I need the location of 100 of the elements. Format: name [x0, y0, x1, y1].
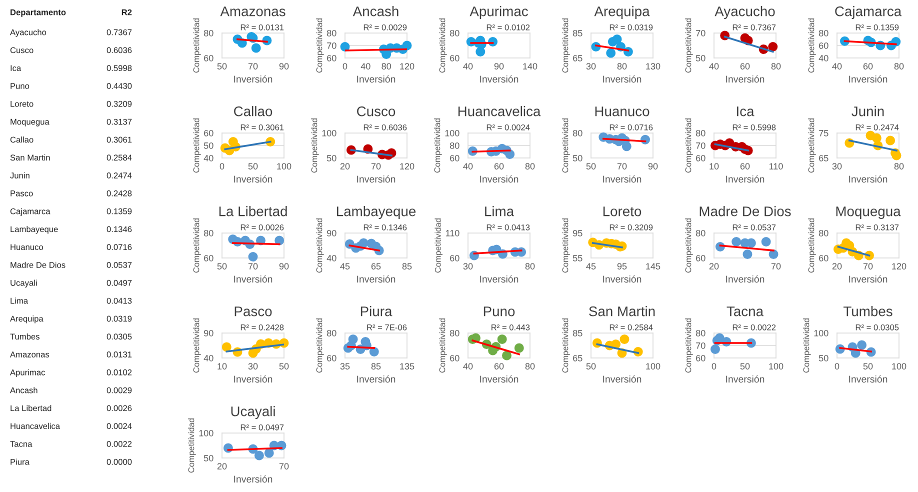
x-tick-label: 100	[277, 163, 292, 170]
x-tick-label: 120	[892, 263, 906, 270]
y-axis-title: Competitividad	[808, 18, 816, 73]
x-tick-label: 140	[523, 63, 538, 70]
y-tick-label: 70	[327, 42, 336, 49]
y-tick-label: 60	[450, 154, 460, 162]
x-tick-label: 50	[863, 363, 873, 370]
y-tick-label: 80	[819, 230, 828, 236]
chart-title: Lima	[485, 206, 514, 216]
x-axis-title: Inversión	[234, 475, 272, 483]
text: R² = 0.0497	[240, 424, 284, 430]
y-tick-label: 80	[204, 230, 214, 236]
x-tick-label: 80	[894, 163, 904, 170]
x-tick-label: 60	[740, 163, 750, 170]
text: R² = 0.3137	[856, 224, 899, 230]
x-axis-title: Inversión	[234, 375, 272, 383]
chart-title: Moquegua	[836, 206, 901, 219]
chart-title: La Libertad	[219, 206, 287, 216]
y-axis-title: Competitividad	[685, 118, 693, 173]
chart-title: Tumbes	[843, 306, 892, 316]
x-tick-label: 90	[279, 63, 289, 70]
y-axis-title: Competitividad	[808, 118, 816, 173]
x-axis-title: Inversión	[603, 375, 642, 383]
text: 0.0024	[106, 423, 132, 430]
x-tick-label: 40	[360, 63, 370, 70]
x-tick-label: 0	[712, 363, 716, 370]
x-axis-title: Inversión	[357, 275, 396, 283]
x-axis-title: Inversión	[357, 375, 396, 383]
text: Lima	[10, 298, 28, 304]
chart-title: Apurimac	[470, 6, 528, 19]
y-axis-title: Competitividad	[311, 118, 319, 173]
text: Ucayali	[10, 280, 37, 288]
y-tick-label: 80	[327, 30, 336, 36]
x-axis-title: Inversión	[849, 375, 888, 383]
text: 0.3137	[106, 118, 132, 125]
y-tick-label: 50	[696, 54, 706, 62]
text: R² = 0.7367	[732, 24, 776, 30]
x-tick-label: 50	[586, 163, 596, 170]
x-tick-label: 70	[617, 163, 627, 170]
y-tick-label: 40	[204, 354, 214, 362]
x-axis-title: Inversión	[480, 175, 518, 183]
x-axis-title: Inversión	[849, 275, 888, 283]
text: R² = 0.0305	[856, 324, 899, 330]
y-tick-label: 60	[204, 254, 214, 262]
y-axis-title: Competitividad	[808, 218, 816, 273]
text: 0.2474	[106, 172, 132, 178]
x-tick-label: 10	[710, 163, 719, 170]
y-axis-title: Competitividad	[193, 218, 201, 273]
y-axis-title: Competitividad	[803, 318, 811, 373]
text: R² = 0.0022	[732, 324, 776, 330]
x-tick-label: 20	[709, 263, 719, 270]
text: Junin	[10, 172, 30, 178]
x-axis-title: Inversión	[726, 375, 764, 383]
x-tick-label: 45	[586, 263, 596, 270]
text: R² = 0.2474	[856, 124, 899, 130]
text: 0.0305	[106, 334, 132, 340]
x-tick-label: 30	[832, 163, 842, 170]
x-tick-label: 45	[340, 263, 350, 270]
x-tick-label: 90	[494, 63, 504, 70]
text: 0.2584	[106, 154, 132, 161]
text: Ancash	[10, 387, 38, 394]
x-tick-label: 65	[371, 263, 381, 270]
chart-title: Madre De Dios	[700, 206, 791, 216]
x-axis-title: Inversión	[849, 75, 888, 83]
text: 0.0000	[106, 458, 132, 465]
text: Huanuco	[10, 244, 44, 250]
y-axis-title: Competitividad	[562, 118, 570, 173]
chart-title: Huancavelica	[458, 106, 541, 116]
x-tick-label: 0	[220, 163, 224, 170]
text: R² = 0.5998	[732, 124, 776, 130]
chart-title: Ancash	[352, 6, 398, 16]
y-tick-label: 60	[696, 254, 706, 262]
y-tick-label: 50	[572, 154, 582, 162]
y-axis-title: Competitividad	[193, 118, 201, 173]
y-tick-label: 80	[696, 130, 706, 136]
text: R² = 0.3061	[240, 124, 284, 130]
x-tick-label: 40	[832, 63, 842, 70]
text: 0.0497	[106, 280, 132, 286]
y-tick-label: 70	[696, 30, 706, 36]
text: 0.0131	[106, 352, 132, 358]
x-axis-title: Inversión	[234, 175, 272, 183]
y-tick-label: 50	[326, 154, 336, 162]
y-axis-title: Competitividad	[562, 318, 570, 373]
y-tick-label: 85	[573, 30, 582, 36]
x-tick-label: 40	[463, 63, 473, 70]
y-axis-title: Competitividad	[316, 318, 324, 373]
x-tick-label: 70	[248, 263, 258, 270]
x-tick-label: 80	[382, 63, 391, 70]
y-tick-label: 95	[573, 230, 582, 236]
x-tick-label: 120	[400, 63, 414, 70]
text: R² = 0.0131	[240, 24, 284, 30]
y-tick-label: 100	[814, 330, 828, 336]
chart-title: Junin	[852, 106, 884, 116]
x-axis-title: Inversión	[234, 75, 272, 83]
y-tick-label: 60	[450, 354, 460, 362]
y-tick-label: 80	[573, 130, 582, 136]
y-tick-label: 100	[445, 130, 460, 136]
text: Ica	[10, 65, 22, 72]
y-tick-label: 50	[818, 354, 828, 362]
y-tick-label: 70	[696, 142, 706, 149]
